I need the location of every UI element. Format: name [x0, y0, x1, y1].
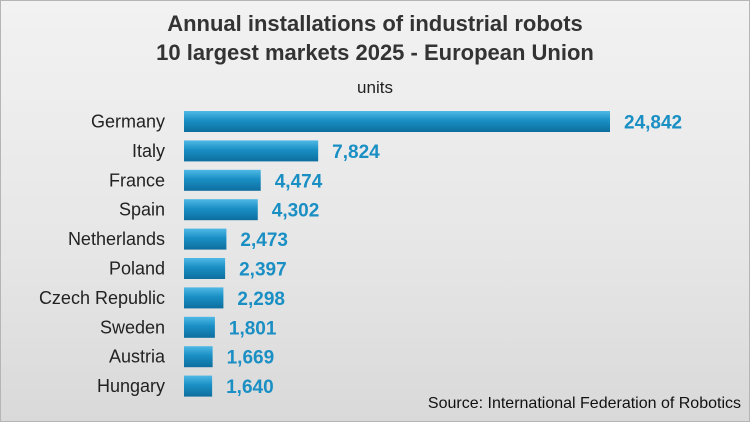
bar	[184, 346, 213, 368]
bar	[184, 258, 226, 279]
category-label: Poland	[109, 259, 165, 279]
bar	[184, 169, 261, 191]
value-label: 1,669	[227, 348, 275, 369]
category-label: Netherlands	[68, 229, 165, 249]
bar	[184, 316, 215, 338]
value-label: 1,801	[229, 318, 277, 339]
category-label: Spain	[119, 200, 165, 220]
category-label: Austria	[109, 347, 166, 367]
category-label: Sweden	[100, 317, 165, 337]
bar	[184, 287, 224, 309]
value-label: 2,298	[237, 289, 285, 310]
bars-layer: Germany 24,842 Italy 7,824 France 4,474 Spain 4…	[39, 111, 682, 398]
chart-subtitle: 10 largest markets 2025 - European Union	[156, 40, 594, 65]
value-label: 2,473	[240, 230, 288, 251]
bar	[184, 111, 610, 132]
value-label: 4,302	[272, 201, 320, 222]
value-label: 7,824	[332, 142, 380, 163]
chart-title-block: Annual installations of industrial robot…	[1, 9, 749, 67]
value-label: 4,474	[275, 171, 323, 192]
bar	[184, 375, 213, 397]
value-label: 24,842	[624, 113, 682, 134]
chart-title: Annual installations of industrial robot…	[167, 11, 583, 36]
category-label: Italy	[132, 141, 165, 161]
source-note: Source: International Federation of Robo…	[427, 395, 741, 412]
bar	[184, 228, 227, 250]
category-label: France	[109, 170, 165, 190]
bar	[184, 140, 319, 162]
unit-label: units	[357, 78, 393, 97]
category-label: Germany	[91, 112, 165, 132]
value-label: 1,640	[226, 377, 274, 398]
category-label: Hungary	[97, 376, 165, 396]
bar	[184, 199, 258, 221]
category-label: Czech Republic	[39, 288, 165, 308]
value-label: 2,397	[239, 260, 287, 281]
